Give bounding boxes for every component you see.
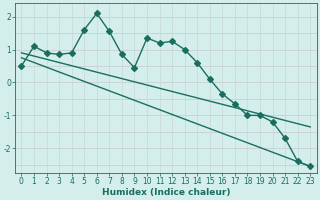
X-axis label: Humidex (Indice chaleur): Humidex (Indice chaleur) bbox=[101, 188, 230, 197]
